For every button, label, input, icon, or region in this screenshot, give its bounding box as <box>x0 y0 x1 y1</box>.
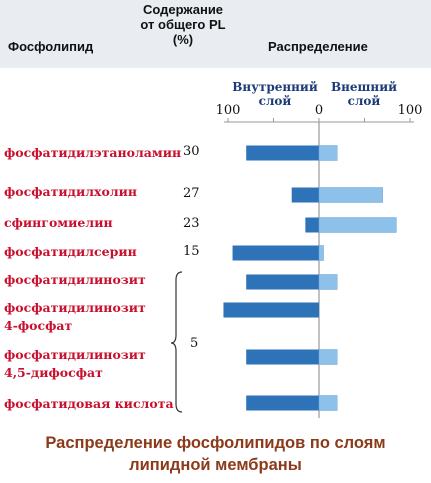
inner-bar <box>246 145 319 161</box>
header-band <box>0 0 431 68</box>
tick-label: 100 <box>398 103 423 118</box>
inner-bar <box>305 217 319 233</box>
inner-layer-label: Внутренний слой <box>232 80 318 108</box>
chart-caption: Распределение фосфолипидов по слоям липи… <box>45 434 386 474</box>
tick-label: 100 <box>216 103 241 118</box>
outer-bar <box>318 187 383 203</box>
content-percent: 27 <box>183 186 200 201</box>
outer-layer-label: Внешний слой <box>330 80 398 108</box>
phospholipid-label: фосфатидилэтаноламин <box>4 145 182 160</box>
outer-bar <box>318 245 324 261</box>
inner-bar <box>246 349 319 365</box>
phospholipid-label: фосфатидилинозит 4-фосфат <box>4 300 146 333</box>
inner-bar <box>246 395 319 411</box>
phospholipid-label: сфингомиелин <box>4 215 113 230</box>
phospholipid-label: фосфатидилсерин <box>4 244 137 259</box>
phospholipid-label: фосфатидилинозит 4,5-дифосфат <box>4 347 146 380</box>
outer-bar <box>318 349 338 365</box>
outer-bar <box>318 274 338 290</box>
header-distribution: Распределение <box>268 39 368 54</box>
phospholipid-label: фосфатидилинозит <box>4 272 146 287</box>
phospholipid-label: фосфатидовая кислота <box>4 396 174 411</box>
content-percent: 30 <box>183 144 200 159</box>
content-percent: 15 <box>183 244 200 259</box>
group-brace <box>170 271 183 413</box>
tick-label: 0 <box>315 103 323 118</box>
inner-bar <box>291 187 319 203</box>
header-phospholipid: Фосфолипид <box>8 39 94 54</box>
inner-bar <box>246 274 319 290</box>
inner-bar <box>232 245 319 261</box>
header-content: Содержание от общего PL (%) <box>140 2 226 47</box>
phospholipid-label: фосфатидилхолин <box>4 184 138 199</box>
outer-bar <box>318 217 397 233</box>
inner-bar <box>223 302 319 318</box>
outer-bar <box>318 395 338 411</box>
content-percent: 23 <box>183 216 200 231</box>
outer-bar <box>318 145 338 161</box>
group-percent: 5 <box>190 336 199 351</box>
